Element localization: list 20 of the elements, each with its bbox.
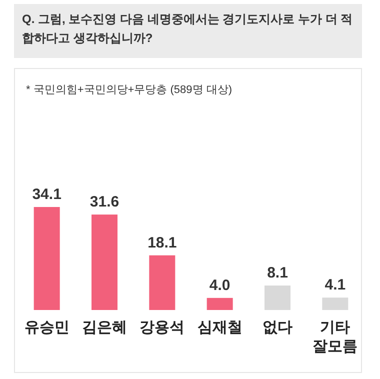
bar <box>92 214 118 310</box>
data-label: 4.0 <box>209 276 230 294</box>
x-tick-label: 없다 <box>262 319 292 336</box>
data-label: 18.1 <box>148 234 177 252</box>
data-label: 4.1 <box>324 276 346 294</box>
data-label: 8.1 <box>267 264 288 282</box>
x-tick-label: 김은혜 <box>82 319 127 336</box>
x-tick-label: 유승민 <box>24 319 70 336</box>
x-tick-label: 심재철 <box>197 319 242 336</box>
data-label: 31.6 <box>90 194 120 211</box>
chart-subtitle: * 국민의힘+국민의당+무당층 (589명 대상) <box>26 83 232 97</box>
chart-title: Q. 그럼, 보수진영 다음 네명중에서는 경기도지사로 누가 더 적합하다고 생각하십니까? <box>14 4 362 58</box>
x-tick-label: 기타 잘모름 <box>312 319 358 355</box>
bar <box>322 298 348 310</box>
bar <box>206 298 233 310</box>
bar <box>264 286 290 310</box>
x-tick-label: 강용석 <box>140 319 185 336</box>
bar <box>34 207 60 310</box>
data-label: 34.1 <box>32 186 62 203</box>
bar <box>149 255 176 310</box>
